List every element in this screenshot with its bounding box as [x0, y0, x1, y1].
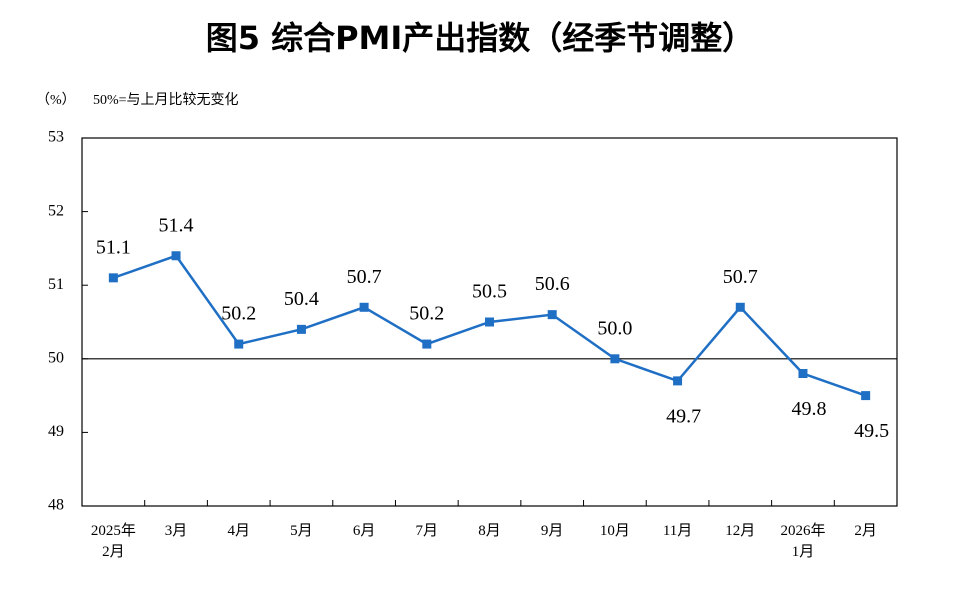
data-point	[296, 324, 306, 334]
x-tick-label: 12月	[725, 523, 755, 539]
x-tick-label: 8月	[478, 523, 501, 539]
y-tick-label: 52	[48, 202, 64, 219]
plot-frame	[81, 137, 898, 507]
data-point	[422, 339, 432, 349]
data-point	[735, 302, 745, 312]
y-tick-label: 53	[48, 129, 64, 146]
data-label: 50.4	[284, 288, 319, 310]
x-tick-label: 11月	[663, 523, 692, 539]
x-tick-label: 7月	[416, 523, 439, 539]
data-label: 50.2	[221, 303, 256, 325]
data-label: 50.2	[409, 303, 444, 325]
x-tick-label: 2026年 1月	[780, 522, 825, 560]
x-tick-label: 9月	[541, 523, 564, 539]
data-point	[610, 354, 620, 364]
note: 50%=与上月比较无变化	[93, 92, 239, 108]
data-label: 51.4	[159, 214, 194, 236]
data-point	[485, 317, 494, 327]
data-point	[673, 376, 683, 386]
data-label: 50.6	[535, 273, 570, 295]
x-tick-label: 6月	[353, 523, 376, 539]
data-label: 50.0	[597, 317, 632, 339]
data-label: 50.7	[723, 266, 758, 288]
data-point	[798, 369, 808, 379]
data-point	[359, 302, 369, 312]
data-point	[861, 391, 871, 401]
data-point	[547, 310, 557, 320]
data-label: 49.8	[791, 398, 826, 420]
x-tick-label: 10月	[600, 523, 630, 539]
data-point	[234, 339, 244, 349]
data-label: 49.5	[854, 420, 889, 442]
data-label: 50.5	[472, 281, 507, 303]
y-tick-label: 50	[48, 349, 64, 366]
y-unit: （%）	[36, 92, 76, 108]
data-point	[171, 251, 181, 261]
data-label: 51.1	[96, 236, 131, 258]
y-tick-label: 51	[48, 276, 64, 293]
chart-title: 图5 综合PMI产出指数（经季节调整）	[206, 19, 755, 57]
x-tick-label: 3月	[165, 523, 188, 539]
data-point	[108, 273, 118, 283]
y-tick-label: 48	[48, 497, 64, 514]
data-label: 50.7	[347, 266, 382, 288]
x-tick-label: 2025年 2月	[91, 522, 136, 560]
y-tick-label: 49	[48, 423, 64, 440]
x-tick-label: 5月	[290, 523, 313, 539]
x-tick-label: 4月	[227, 523, 250, 539]
data-label: 49.7	[666, 405, 701, 427]
x-tick-label: 2月	[854, 523, 877, 539]
